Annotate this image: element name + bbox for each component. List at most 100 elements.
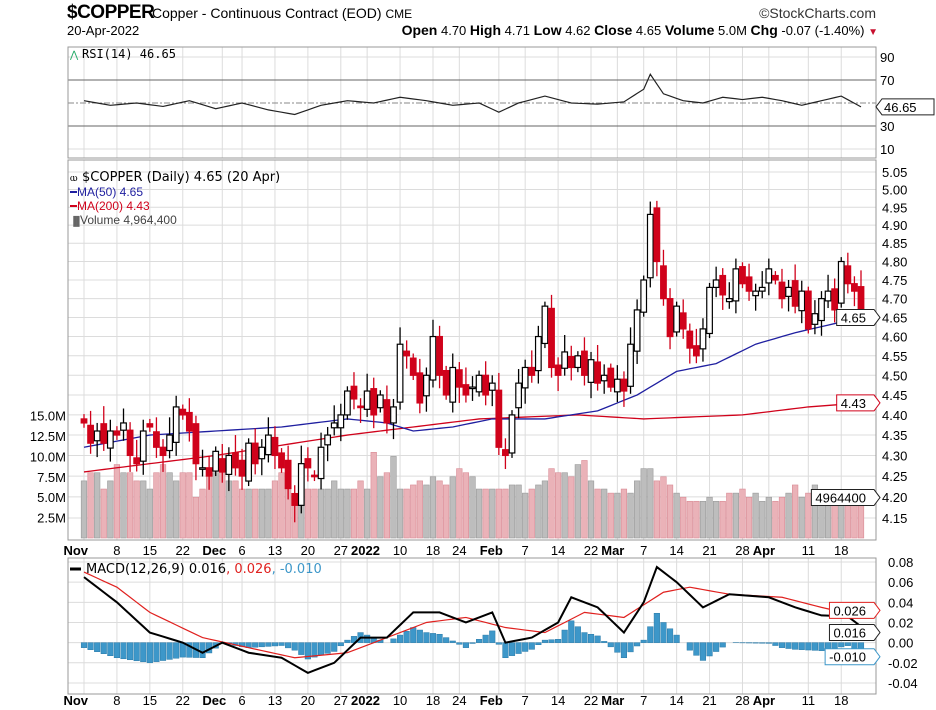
x-axis-label: 28 (735, 693, 749, 708)
candle-body (699, 328, 707, 350)
candle-body (324, 434, 332, 446)
candle-body (225, 454, 233, 476)
volume-bar (745, 496, 753, 539)
candle-body (297, 463, 305, 506)
macd-histogram-bar (199, 642, 206, 659)
candle-body (515, 382, 522, 409)
candle-body (278, 452, 285, 469)
macd-histogram-bar (752, 642, 759, 644)
x-axis-label: 11 (802, 543, 816, 558)
macd-legend-text: MACD(12,26,9) 0.016 (86, 562, 226, 577)
candle-body (811, 313, 819, 325)
volume-bar (568, 476, 575, 539)
candle (561, 335, 569, 376)
close-value-tag-text: 4.65 (841, 310, 866, 325)
candle (587, 351, 595, 399)
macd-histogram-bar (601, 641, 608, 643)
candle (627, 327, 634, 394)
candle-body (271, 436, 279, 457)
candle-body (752, 290, 760, 297)
macd-histogram-bar (778, 642, 786, 648)
candle (120, 408, 127, 441)
candle (133, 439, 141, 472)
open-label: Open (401, 22, 438, 38)
candle (739, 262, 746, 289)
macd-histogram-bar (113, 642, 120, 659)
candle-body (396, 343, 404, 403)
macd-histogram-bar (285, 642, 292, 649)
candle (515, 369, 522, 419)
change-value: -0.07 (-1.40%) (781, 23, 865, 38)
x-axis-label: Nov (63, 693, 88, 708)
candle (581, 337, 588, 386)
candle-body (725, 298, 733, 303)
macd-histogram-bar (792, 642, 799, 650)
candle-body (739, 266, 746, 285)
candle-body (824, 290, 832, 302)
candle-body (159, 446, 167, 457)
volume-bar (581, 460, 588, 539)
x-axis-label: 7 (640, 693, 647, 708)
volume-bar (383, 472, 390, 539)
candle (844, 252, 852, 294)
candle (521, 359, 529, 404)
candle-body (172, 406, 180, 443)
macd-histogram-bar (344, 639, 351, 643)
macd-histogram-bar (699, 642, 707, 661)
candle (824, 274, 832, 309)
rsi-tick-label: 30 (880, 119, 894, 134)
quote-date: 20-Apr-2022 (67, 23, 140, 38)
x-axis-label: 2022 (351, 693, 380, 708)
volume-label: Volume (664, 22, 715, 38)
candle-body (455, 369, 463, 388)
candle-body (120, 422, 127, 431)
candle-body (844, 265, 852, 285)
macd-histogram-bar (647, 626, 654, 643)
candle (607, 363, 615, 392)
candle-body (357, 405, 364, 409)
volume-bar (620, 488, 628, 539)
candle-body (232, 452, 239, 469)
x-axis-label: 18 (834, 693, 848, 708)
candle-body (166, 434, 174, 452)
volume-bar (331, 480, 338, 539)
macd-value-tag: 0.016 (828, 624, 881, 642)
candle (442, 365, 450, 400)
macd-panel (67, 557, 877, 695)
candle-body (423, 374, 430, 397)
macd-histogram-bar (265, 642, 272, 647)
candle-body (719, 274, 727, 296)
candle (851, 276, 858, 307)
candle (153, 417, 160, 458)
candle (541, 301, 549, 349)
macd-histogram-bar (607, 642, 614, 648)
volume-bar (666, 484, 674, 539)
rsi-tick-label: 90 (880, 50, 894, 65)
candle (251, 428, 259, 475)
candle (666, 288, 674, 350)
macd-histogram-bar (166, 642, 173, 660)
volume-bar (107, 480, 114, 539)
x-axis-label: 13 (268, 543, 282, 558)
close-value-tag-box (836, 308, 881, 326)
candle-body (534, 335, 542, 372)
macd-histogram-bar (456, 642, 463, 645)
volume-bar (265, 488, 272, 539)
candle-body (488, 382, 496, 391)
candle (297, 445, 305, 514)
candle-body (554, 364, 562, 376)
price-tick-label: 4.90 (882, 218, 907, 233)
brand-link[interactable]: ©StockCharts.com (759, 5, 876, 21)
macd-histogram-bar (331, 642, 338, 652)
candle (172, 395, 180, 456)
volume-bar (732, 492, 739, 539)
candle (475, 370, 483, 397)
candle (469, 376, 476, 401)
volume-bar (660, 476, 667, 539)
candle (798, 280, 806, 324)
x-axis-label: 14 (551, 693, 565, 708)
high-value: 4.71 (504, 23, 530, 38)
volume-bar (403, 488, 410, 539)
macd-histogram-bar (581, 632, 588, 643)
candle (548, 294, 555, 378)
